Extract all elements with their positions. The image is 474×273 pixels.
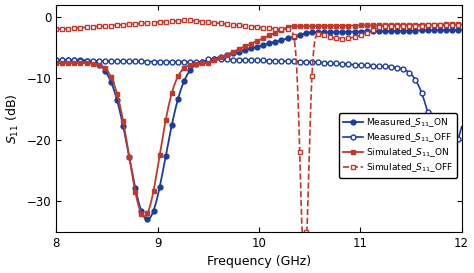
Measured_$S_{11}$_ON (53, 58, 59, 62)
Measured_$S_{11}$_ON (300, 33, 306, 36)
Simulated_$S_{11}$_OFF (403, 24, 409, 28)
Simulated_$S_{11}$_ON (459, 23, 465, 26)
Simulated_$S_{11}$_OFF (362, 32, 367, 35)
Measured_$S_{11}$_OFF (206, 57, 211, 60)
X-axis label: Frequency (GHz): Frequency (GHz) (207, 255, 311, 268)
Simulated_$S_{11}$_OFF (78, 26, 84, 29)
Simulated_$S_{11}$_OFF (459, 23, 465, 26)
Measured_$S_{11}$_OFF (459, 125, 465, 129)
Simulated_$S_{11}$_ON (300, 25, 306, 28)
Simulated_$S_{11}$_ON (53, 61, 59, 65)
Measured_$S_{11}$_ON (312, 31, 318, 34)
Simulated_$S_{11}$_ON (78, 61, 84, 65)
Measured_$S_{11}$_ON (78, 59, 84, 62)
Line: Simulated_$S_{11}$_OFF: Simulated_$S_{11}$_OFF (54, 18, 464, 234)
Simulated_$S_{11}$_ON (289, 25, 295, 28)
Simulated_$S_{11}$_OFF (53, 28, 59, 31)
Measured_$S_{11}$_OFF (289, 60, 295, 63)
Simulated_$S_{11}$_OFF (185, 19, 191, 22)
Simulated_$S_{11}$_ON (142, 215, 147, 218)
Simulated_$S_{11}$_OFF (313, 36, 319, 40)
Measured_$S_{11}$_OFF (78, 59, 84, 62)
Simulated_$S_{11}$_ON (403, 23, 409, 26)
Measured_$S_{11}$_OFF (403, 69, 409, 72)
Measured_$S_{11}$_ON (289, 35, 295, 39)
Line: Measured_$S_{11}$_ON: Measured_$S_{11}$_ON (54, 27, 464, 222)
Simulated_$S_{11}$_OFF (300, 230, 305, 233)
Line: Simulated_$S_{11}$_ON: Simulated_$S_{11}$_ON (54, 22, 464, 219)
Measured_$S_{11}$_OFF (53, 58, 59, 62)
Measured_$S_{11}$_ON (361, 30, 367, 33)
Measured_$S_{11}$_OFF (300, 60, 306, 63)
Simulated_$S_{11}$_OFF (301, 230, 306, 233)
Measured_$S_{11}$_OFF (312, 61, 318, 64)
Simulated_$S_{11}$_ON (312, 24, 318, 28)
Line: Measured_$S_{11}$_OFF: Measured_$S_{11}$_OFF (54, 57, 464, 165)
Measured_$S_{11}$_OFF (444, 161, 449, 164)
Measured_$S_{11}$_ON (145, 218, 150, 221)
Simulated_$S_{11}$_ON (361, 24, 367, 27)
Measured_$S_{11}$_ON (403, 29, 409, 32)
Legend: Measured_$S_{11}$_ON, Measured_$S_{11}$_OFF, Simulated_$S_{11}$_ON, Simulated_$S: Measured_$S_{11}$_ON, Measured_$S_{11}$_… (339, 113, 457, 178)
Measured_$S_{11}$_ON (459, 28, 465, 31)
Measured_$S_{11}$_OFF (361, 64, 367, 67)
Y-axis label: $S_{11}$ (dB): $S_{11}$ (dB) (5, 93, 21, 144)
Simulated_$S_{11}$_OFF (289, 30, 295, 33)
